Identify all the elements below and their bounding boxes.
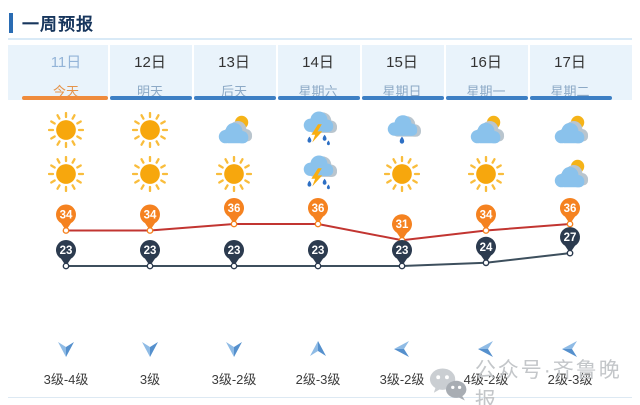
sunny-icon — [108, 108, 192, 152]
wind-down-arrow-icon — [192, 336, 276, 362]
svg-text:36: 36 — [312, 203, 325, 215]
cloud-sun-icon — [528, 108, 612, 152]
tab-underline — [194, 96, 276, 100]
low-temp-marker: 24 — [476, 236, 496, 267]
date-tab-14[interactable]: 14日星期六 — [276, 45, 360, 100]
svg-text:34: 34 — [60, 210, 73, 222]
high-temp-marker: 36 — [560, 197, 580, 228]
sunny-icon — [24, 152, 108, 196]
svg-text:23: 23 — [60, 245, 73, 257]
wind-level-label: 3级-2级 — [379, 371, 425, 387]
thunder-rain-icon — [276, 152, 360, 196]
date-label: 13日 — [218, 54, 250, 71]
weekday-label: 星期日 — [382, 84, 422, 99]
wind-left-arrow-icon — [528, 336, 612, 362]
high-temp-marker: 34 — [56, 204, 76, 234]
cloud-sun-icon — [192, 108, 276, 152]
date-label: 12日 — [134, 54, 166, 71]
wind-left-arrow-icon — [360, 336, 444, 362]
svg-text:23: 23 — [396, 245, 409, 257]
tab-underline — [530, 96, 612, 100]
date-tab-13[interactable]: 13日后天 — [192, 45, 276, 100]
divider — [8, 397, 632, 398]
low-temp-marker: 23 — [308, 239, 328, 270]
date-label: 17日 — [554, 54, 586, 71]
weekday-label: 后天 — [220, 84, 247, 99]
date-tab-12[interactable]: 12日明天 — [108, 45, 192, 100]
title-accent-bar — [9, 12, 13, 33]
weekday-label: 今天 — [52, 84, 79, 99]
wind-level-row: 3级-4级 3级 3级-2级 2级-3级 3级-2级 4级-2级 2级-3级 — [24, 366, 612, 390]
high-temp-marker: 36 — [224, 197, 244, 228]
wind-level-label: 4级-2级 — [463, 371, 509, 387]
low-temp-marker: 23 — [140, 239, 160, 270]
svg-text:24: 24 — [480, 242, 493, 254]
high-temp-marker: 31 — [392, 214, 412, 244]
weekday-label: 星期六 — [298, 84, 338, 99]
date-tab-11[interactable]: 11日今天 — [22, 45, 108, 100]
selected-tab-underline — [22, 96, 108, 100]
svg-text:36: 36 — [564, 203, 577, 215]
wind-left-arrow-icon — [444, 336, 528, 362]
temperature-chart: 34 34 36 36 31 34 36 23 23 23 23 23 24 27 — [56, 197, 580, 270]
weekday-label: 星期二 — [550, 84, 590, 99]
date-label: 15日 — [386, 54, 418, 71]
weekday-label: 明天 — [136, 84, 163, 99]
low-temp-marker: 23 — [392, 239, 412, 270]
svg-text:23: 23 — [312, 245, 325, 257]
low-temp-marker: 23 — [224, 239, 244, 270]
wind-down-arrow-icon — [24, 336, 108, 362]
svg-text:34: 34 — [144, 210, 157, 222]
sunny-icon — [444, 152, 528, 196]
low-temp-marker: 23 — [56, 239, 76, 270]
tab-underline — [110, 96, 192, 100]
rain-icon — [360, 108, 444, 152]
tab-underline — [446, 96, 528, 100]
svg-text:23: 23 — [228, 245, 241, 257]
svg-text:27: 27 — [564, 232, 577, 244]
sunny-icon — [192, 152, 276, 196]
page-title: 一周预报 — [22, 15, 94, 34]
sunny-icon — [24, 108, 108, 152]
weekday-label: 星期一 — [466, 84, 506, 99]
date-label: 14日 — [302, 54, 334, 71]
divider — [8, 38, 632, 40]
wind-down-arrow-icon — [108, 336, 192, 362]
widget-header: 一周预报 — [9, 10, 94, 35]
cloud-sun-icon — [528, 152, 612, 196]
svg-text:36: 36 — [228, 203, 241, 215]
wind-up-arrow-icon — [276, 336, 360, 362]
svg-text:34: 34 — [480, 210, 493, 222]
wind-level-label: 2级-3级 — [547, 371, 593, 387]
date-tab-row: 11日 今天 12日 明天 13日 后天 14日 星期六 15日 星期日 16日 星期一 17日 星期二 — [8, 45, 632, 100]
wind-direction-row — [24, 336, 612, 362]
high-temp-marker: 34 — [140, 204, 160, 234]
wind-level-label: 3级-2级 — [211, 371, 257, 387]
high-temp-marker: 36 — [308, 197, 328, 228]
sunny-icon — [108, 152, 192, 196]
svg-text:31: 31 — [396, 219, 409, 231]
wind-level-label: 3级 — [139, 371, 161, 387]
svg-text:23: 23 — [144, 245, 157, 257]
cloud-sun-icon — [444, 108, 528, 152]
sunny-icon — [360, 152, 444, 196]
date-tab-16[interactable]: 16日星期一 — [444, 45, 528, 100]
low-temp-marker: 27 — [560, 227, 580, 257]
wind-level-label: 3级-4级 — [43, 371, 89, 387]
thunder-rain-icon — [276, 108, 360, 152]
date-tab-17[interactable]: 17日星期二 — [528, 45, 612, 100]
wind-level-label: 2级-3级 — [295, 371, 341, 387]
night-weather-icon-row — [24, 152, 612, 196]
day-weather-icon-row — [24, 108, 612, 152]
tab-underline — [362, 96, 444, 100]
date-label: 16日 — [470, 54, 502, 71]
date-label: 11日 — [50, 54, 82, 71]
date-tab-15[interactable]: 15日星期日 — [360, 45, 444, 100]
tab-underline — [278, 96, 360, 100]
high-temp-marker: 34 — [476, 204, 496, 234]
